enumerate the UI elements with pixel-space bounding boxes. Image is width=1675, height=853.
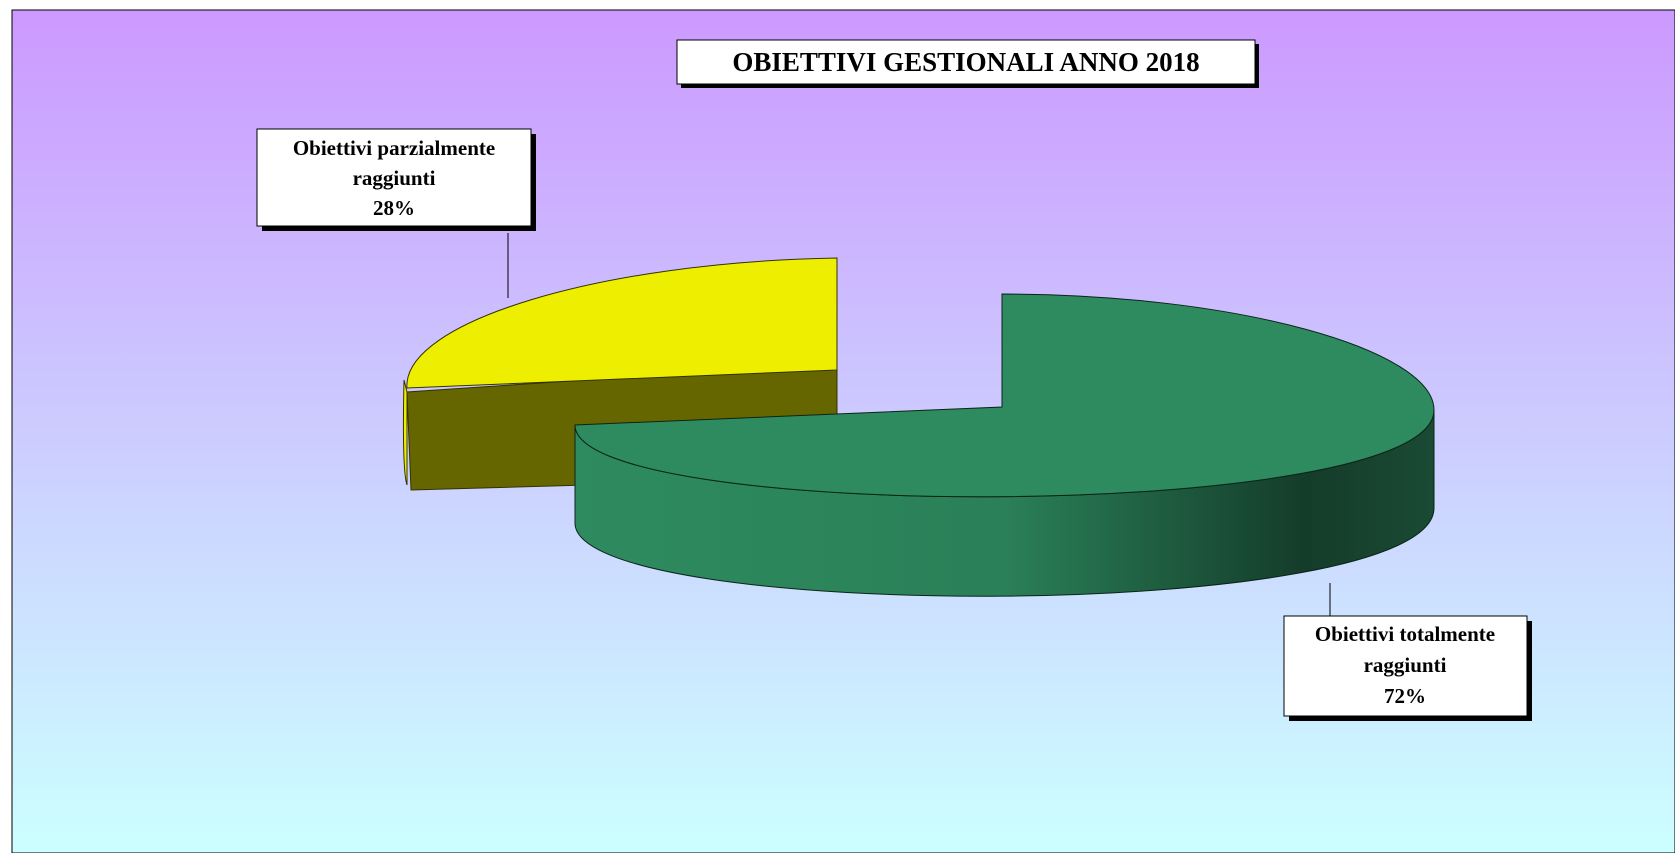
chart-title: OBIETTIVI GESTIONALI ANNO 2018 — [732, 47, 1199, 77]
chart-title-box: OBIETTIVI GESTIONALI ANNO 2018 — [676, 39, 1259, 88]
label-totalmente-percent: 72% — [1384, 684, 1426, 708]
slice-green-top — [574, 293, 1435, 498]
slice-yellow-rim — [402, 379, 408, 486]
pie-slice-totalmente — [574, 293, 1435, 597]
label-totalmente-line1: Obiettivi totalmente — [1315, 622, 1495, 646]
label-parzialmente-percent: 28% — [373, 196, 415, 220]
label-totalmente-line2: raggiunti — [1364, 653, 1447, 677]
data-label-parzialmente: Obiettivi parzialmente raggiunti 28% — [256, 128, 536, 231]
label-parzialmente-line1: Obiettivi parzialmente — [293, 136, 495, 160]
data-label-totalmente: Obiettivi totalmente raggiunti 72% — [1283, 615, 1532, 721]
slice-yellow-top — [406, 257, 838, 389]
label-parzialmente-line2: raggiunti — [353, 166, 436, 190]
